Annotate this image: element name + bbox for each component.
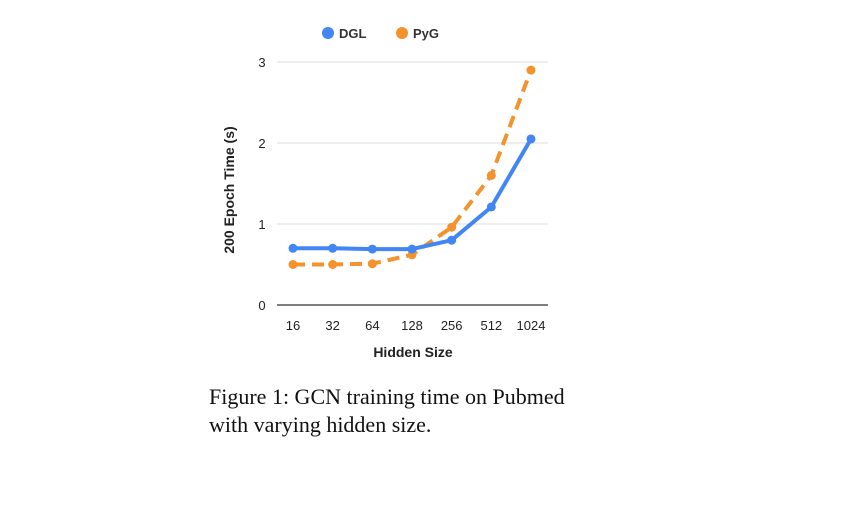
x-tick-label: 64 <box>365 318 379 333</box>
series-line-pyg <box>293 69 533 267</box>
legend: DGL PyG <box>322 26 439 41</box>
x-tick-label: 32 <box>325 318 339 333</box>
figure-caption: Figure 1: GCN training time on Pubmed wi… <box>209 384 565 437</box>
gridlines <box>277 61 548 306</box>
y-tick-label: 3 <box>258 55 265 70</box>
x-tick-labels: 16 32 64 128 256 512 1024 <box>286 318 546 333</box>
data-point-pyg <box>447 222 457 232</box>
data-point-pyg <box>328 260 338 269</box>
x-tick-label: 1024 <box>517 318 546 333</box>
x-tick-label: 512 <box>480 318 502 333</box>
data-point-dgl <box>447 235 457 245</box>
data-point-dgl <box>328 243 338 253</box>
legend-label-dgl: DGL <box>339 26 367 41</box>
data-point-dgl <box>526 134 536 144</box>
y-tick-label: 2 <box>258 136 265 151</box>
x-tick-label: 16 <box>286 318 300 333</box>
data-point-pyg <box>288 260 298 269</box>
x-tick-label: 128 <box>401 318 423 333</box>
data-point-dgl <box>407 244 417 254</box>
legend-label-pyg: PyG <box>413 26 439 41</box>
x-axis-title: Hidden Size <box>373 344 453 360</box>
y-tick-label: 1 <box>258 217 265 232</box>
data-point-dgl <box>288 243 298 253</box>
data-point-dgl <box>367 244 377 254</box>
y-tick-labels: 0 1 2 3 <box>258 55 265 313</box>
x-tick-label: 256 <box>441 318 463 333</box>
y-axis-title: 200 Epoch Time (s) <box>221 126 237 253</box>
legend-marker-pyg <box>396 27 408 39</box>
data-point-pyg <box>367 259 377 269</box>
data-point-pyg <box>526 65 536 75</box>
data-point-pyg <box>486 170 496 180</box>
y-tick-label: 0 <box>258 298 265 313</box>
legend-marker-dgl <box>322 27 334 39</box>
series-layer <box>288 65 536 269</box>
series-line-dgl <box>293 137 533 252</box>
data-point-dgl <box>486 202 496 212</box>
